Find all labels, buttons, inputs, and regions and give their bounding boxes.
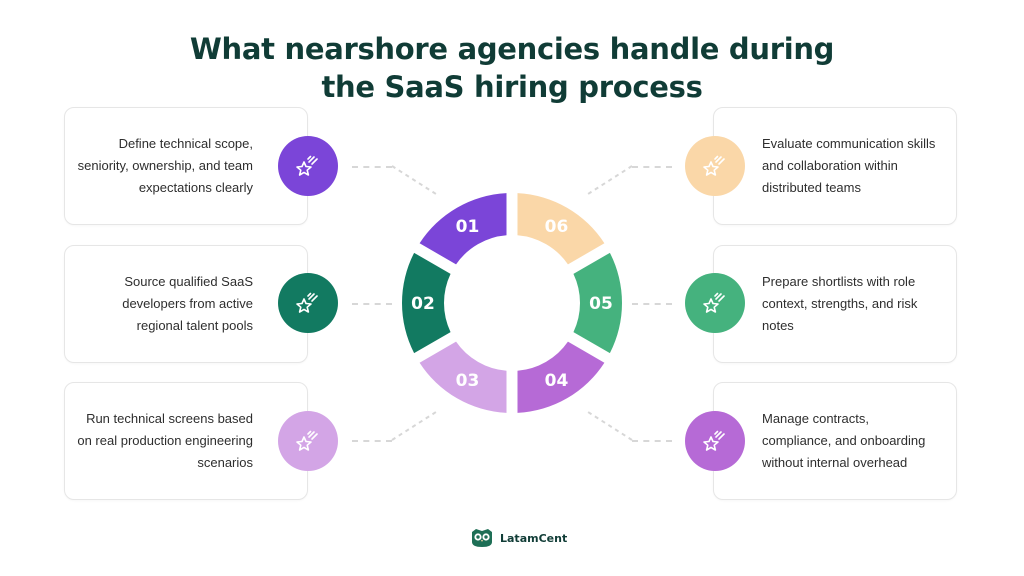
step-card-03: Run technical screens based on real prod… — [64, 382, 308, 500]
connector-03 — [352, 440, 392, 442]
step-text-03: Run technical screens based on real prod… — [77, 411, 253, 470]
connector-05 — [632, 303, 672, 305]
step-text-01: Define technical scope, seniority, owner… — [77, 136, 253, 195]
title-line-1: What nearshore agencies handle during — [189, 32, 835, 66]
connector-06 — [632, 166, 672, 168]
ring-number-01: 01 — [456, 217, 480, 237]
step-card-05: Prepare shortlists with role context, st… — [713, 245, 957, 363]
brand-name: LatamCent — [500, 531, 568, 545]
step-card-04: Manage contracts, compliance, and onboar… — [713, 382, 957, 500]
shooting-star-icon — [294, 289, 322, 317]
ring-segment-01 — [419, 193, 507, 265]
step-card-01: Define technical scope, seniority, owner… — [64, 107, 308, 225]
step-text-06: Evaluate communication skills and collab… — [762, 136, 936, 195]
connector-04 — [632, 440, 672, 442]
shooting-star-icon — [701, 427, 729, 455]
shooting-star-icon — [294, 152, 322, 180]
step-text-04: Manage contracts, compliance, and onboar… — [762, 411, 926, 470]
ring-number-05: 05 — [589, 294, 613, 314]
badge-01 — [278, 136, 338, 196]
brand-logo: LatamCent — [470, 527, 567, 549]
ring-segment-02 — [401, 252, 451, 354]
step-text-05: Prepare shortlists with role context, st… — [762, 274, 918, 333]
connector-diag-01 — [391, 165, 437, 195]
owl-icon — [472, 529, 492, 547]
connector-02 — [352, 303, 392, 305]
connector-01 — [352, 166, 392, 168]
badge-06 — [685, 136, 745, 196]
title-line-2: the SaaS hiring process — [321, 70, 703, 104]
ring-number-02: 02 — [411, 294, 435, 314]
ring-segment-04 — [517, 341, 605, 413]
step-card-02: Source qualified SaaS developers from ac… — [64, 245, 308, 363]
shooting-star-icon — [701, 289, 729, 317]
shooting-star-icon — [701, 152, 729, 180]
page-title: What nearshore agencies handle during th… — [0, 30, 1024, 106]
connector-diag-04 — [587, 411, 633, 441]
badge-03 — [278, 411, 338, 471]
ring-segment-06 — [517, 193, 605, 265]
connector-diag-03 — [391, 411, 437, 441]
badge-04 — [685, 411, 745, 471]
badge-05 — [685, 273, 745, 333]
step-card-06: Evaluate communication skills and collab… — [713, 107, 957, 225]
ring-segment-05 — [573, 252, 622, 354]
shooting-star-icon — [294, 427, 322, 455]
connector-diag-06 — [587, 165, 633, 195]
badge-02 — [278, 273, 338, 333]
ring-number-06: 06 — [545, 217, 569, 237]
ring-number-04: 04 — [545, 371, 569, 391]
step-text-02: Source qualified SaaS developers from ac… — [122, 274, 253, 333]
ring-number-03: 03 — [456, 371, 480, 391]
ring-segment-03 — [419, 341, 507, 413]
